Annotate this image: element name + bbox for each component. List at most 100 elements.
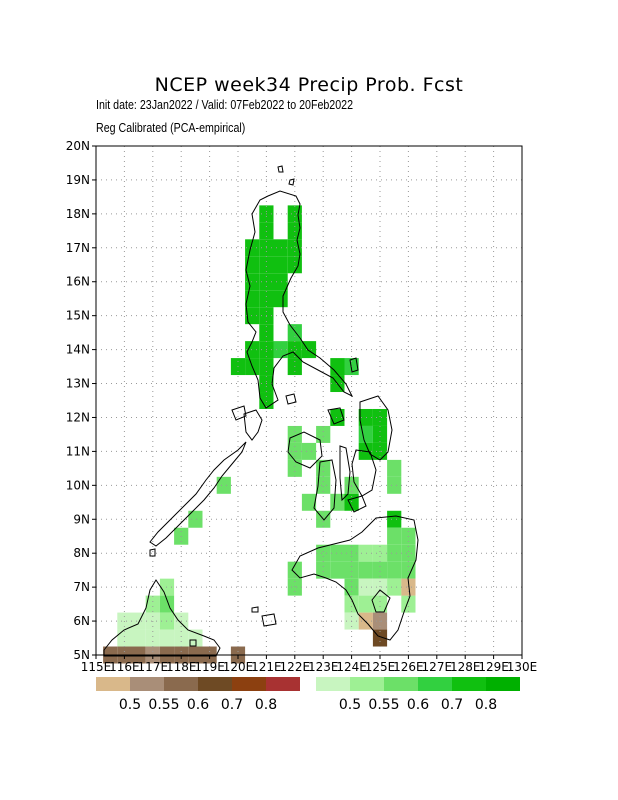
- lon-tick-label: 128E: [450, 660, 481, 674]
- lon-tick-label: 124E: [336, 660, 367, 674]
- lon-tick-label: 118E: [166, 660, 197, 674]
- below-normal-legend-label: 0.55: [148, 697, 179, 713]
- above-prob-cell: [273, 239, 288, 257]
- lat-tick-label: 16N: [66, 275, 90, 289]
- above-prob-cell: [287, 578, 302, 596]
- mindanao-coastline: [291, 515, 419, 641]
- batanes-island: [277, 165, 284, 173]
- panay-coastline: [287, 431, 323, 469]
- below-prob-cell: [401, 578, 416, 596]
- above-prob-cell: [287, 239, 302, 257]
- above-prob-cell: [358, 561, 373, 579]
- above-normal-legend-swatch: [452, 677, 486, 691]
- above-prob-cell: [387, 459, 402, 477]
- above-prob-cell: [145, 629, 160, 647]
- cebu-coastline: [339, 445, 351, 502]
- above-prob-cell: [358, 578, 373, 596]
- banggi-island: [189, 639, 197, 647]
- above-prob-cell: [216, 476, 231, 494]
- lat-tick-label: 9N: [73, 512, 90, 526]
- above-prob-cell: [372, 595, 388, 613]
- above-prob-cell: [287, 256, 302, 274]
- above-normal-legend-label: 0.55: [368, 697, 399, 713]
- above-prob-cell: [117, 629, 132, 647]
- above-normal-legend-swatch: [350, 677, 384, 691]
- above-normal-legend-label: 0.5: [339, 697, 361, 713]
- above-prob-cell: [401, 544, 416, 562]
- lon-tick-label: 121E: [251, 660, 282, 674]
- lat-tick-label: 11N: [66, 444, 90, 458]
- below-normal-legend-swatch: [232, 677, 266, 691]
- map-title: NCEP week34 Precip Prob. Fcst: [154, 74, 464, 96]
- above-prob-cell: [287, 341, 302, 359]
- above-prob-cell: [330, 493, 345, 511]
- above-prob-cell: [316, 561, 331, 579]
- above-prob-cell: [245, 341, 260, 359]
- above-normal-legend-label: 0.8: [475, 697, 497, 713]
- above-prob-cell: [316, 425, 331, 443]
- above-prob-cell: [330, 561, 345, 579]
- above-prob-cell: [287, 425, 302, 443]
- lon-tick-label: 122E: [280, 660, 311, 674]
- babuyan-island: [288, 178, 295, 186]
- above-prob-cell: [131, 612, 146, 630]
- below-normal-legend-swatch: [198, 677, 232, 691]
- above-prob-cell: [287, 561, 302, 579]
- above-prob-cell: [273, 341, 288, 359]
- above-prob-cell: [259, 324, 274, 342]
- balabac-island: [149, 548, 156, 557]
- above-prob-cell: [372, 425, 388, 443]
- above-prob-cell: [245, 273, 260, 291]
- lat-tick-label: 18N: [66, 207, 90, 221]
- lon-tick-label: 115E: [81, 660, 112, 674]
- above-normal-legend-swatch: [418, 677, 452, 691]
- above-prob-cell: [259, 222, 274, 240]
- above-prob-cell: [401, 595, 416, 613]
- leyte-coastline: [351, 449, 377, 497]
- above-prob-cell: [316, 544, 331, 562]
- above-prob-cell: [401, 561, 416, 579]
- mindanao-inner-gulf: [371, 589, 391, 613]
- above-prob-cell: [358, 595, 373, 613]
- lat-tick-label: 12N: [66, 410, 90, 424]
- above-prob-cell: [372, 561, 388, 579]
- above-prob-cell: [174, 629, 189, 647]
- lat-tick-label: 15N: [66, 309, 90, 323]
- above-prob-cell: [301, 493, 317, 511]
- above-prob-cell: [372, 408, 388, 426]
- lat-tick-label: 6N: [73, 614, 90, 628]
- above-prob-cell: [245, 239, 260, 257]
- below-normal-legend-label: 0.8: [255, 697, 277, 713]
- above-prob-cell: [245, 256, 260, 274]
- lat-tick-label: 8N: [73, 546, 90, 560]
- probability-cells: [103, 205, 416, 664]
- lon-tick-label: 123E: [308, 660, 339, 674]
- above-prob-cell: [273, 273, 288, 291]
- legend: 0.5 0.55 0.6 0.7 0.8 0.5 0.55 0.6 0.7 0.8: [96, 677, 520, 713]
- below-normal-legend-label: 0.7: [221, 697, 243, 713]
- above-prob-cell: [273, 256, 288, 274]
- masbate-island: [327, 407, 345, 425]
- below-normal-legend-swatch: [164, 677, 198, 691]
- luzon-coastline: [245, 190, 354, 409]
- init-valid-dates: Init date: 23Jan2022 / Valid: 07Feb2022 …: [96, 97, 354, 112]
- negros-coastline: [313, 459, 337, 521]
- lat-lon-grid: [96, 146, 522, 655]
- samar-coastline: [359, 395, 393, 461]
- palawan-coastline: [149, 441, 247, 547]
- above-prob-cell: [387, 476, 402, 494]
- above-normal-legend-swatch: [316, 677, 350, 691]
- above-prob-cell: [372, 544, 388, 562]
- mindoro-coastline: [243, 409, 263, 441]
- above-prob-cell: [273, 290, 288, 308]
- lon-tick-label: 126E: [393, 660, 424, 674]
- lat-tick-label: 20N: [66, 139, 90, 153]
- above-prob-cell: [259, 256, 274, 274]
- above-prob-cell: [287, 324, 302, 342]
- above-prob-cell: [330, 544, 345, 562]
- below-normal-legend-label: 0.5: [119, 697, 141, 713]
- lat-tick-label: 10N: [66, 478, 90, 492]
- above-normal-legend-swatch: [384, 677, 418, 691]
- above-prob-cell: [259, 392, 274, 409]
